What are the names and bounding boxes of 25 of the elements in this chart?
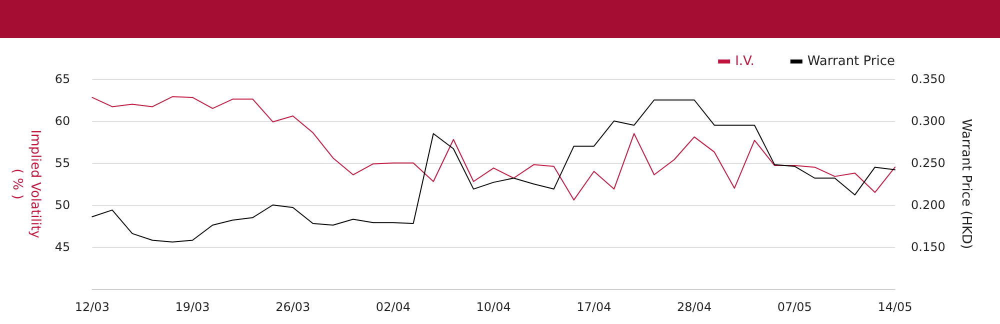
x-tick-label: 14/05: [878, 300, 912, 314]
x-tick-label: 10/04: [476, 300, 511, 314]
y-axis-title: Implied Volatility ( % ): [10, 130, 42, 239]
x-tick-label: 07/05: [777, 300, 812, 314]
legend-label: Warrant Price: [807, 54, 896, 69]
line-series: [92, 96, 896, 200]
x-tick-label: 17/04: [576, 300, 612, 314]
y2-tick-label: 0.200: [911, 198, 946, 212]
line-series: [92, 100, 896, 242]
x-tick-label: 02/04: [376, 300, 411, 314]
y2-tick-label: 0.350: [911, 72, 946, 86]
y-tick-label: 65: [54, 72, 70, 86]
legend-label: I.V.: [735, 54, 754, 69]
y2-tick-label: 0.150: [911, 240, 946, 254]
x-tick-label: 26/03: [276, 300, 310, 314]
y-tick-label: 55: [54, 156, 70, 170]
y-tick-label: 60: [54, 114, 70, 128]
x-tick-label: 12/03: [74, 300, 110, 314]
x-tick-label: 28/04: [676, 300, 712, 314]
y-tick-label: 50: [54, 198, 70, 212]
x-tick-label: 19/03: [175, 300, 210, 314]
y-tick-label: 45: [54, 240, 70, 254]
y2-tick-label: 0.250: [911, 156, 946, 170]
y2-axis-title: Warrant Price (HKD): [958, 118, 974, 250]
y2-tick-label: 0.300: [911, 114, 946, 128]
